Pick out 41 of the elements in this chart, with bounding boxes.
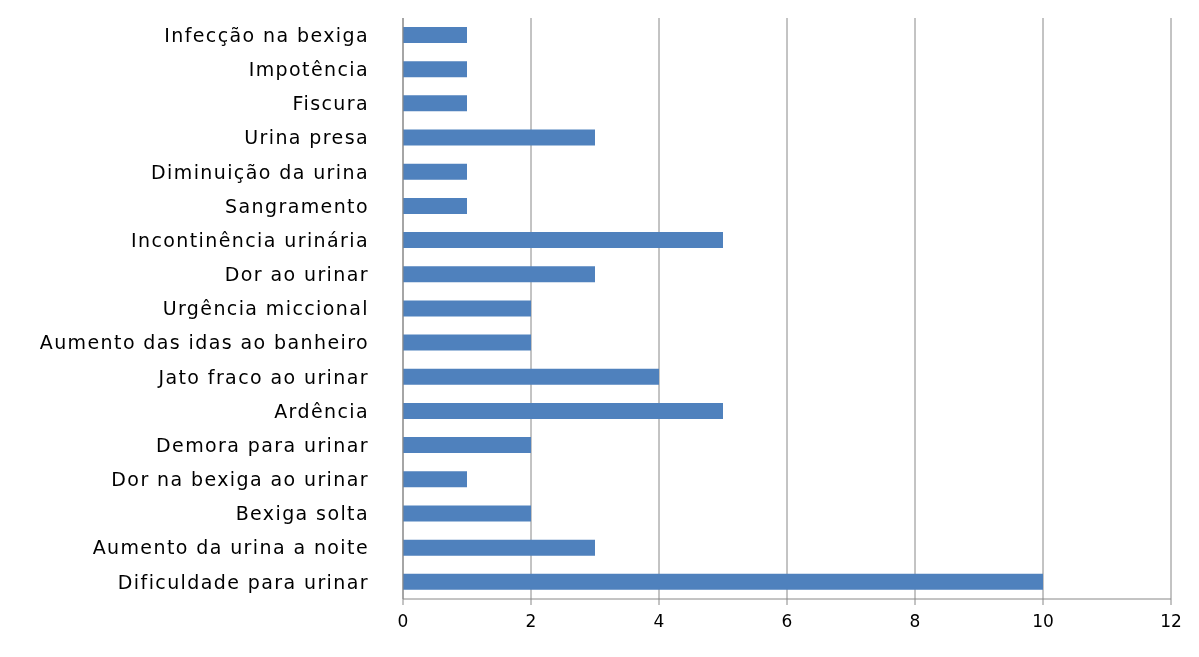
bar	[403, 61, 467, 78]
x-tick-label: 6	[781, 611, 793, 632]
bar	[403, 368, 659, 385]
bar	[403, 437, 531, 454]
y-tick-label: Bexiga solta	[235, 502, 369, 525]
x-tick-label: 0	[397, 611, 409, 632]
bar	[403, 300, 531, 317]
x-tick-label: 4	[653, 611, 665, 632]
x-tick-label: 2	[525, 611, 537, 632]
y-tick-label: Infecção na bexiga	[164, 23, 369, 46]
bar	[403, 334, 531, 351]
y-tick-label: Dor ao urinar	[224, 263, 369, 286]
bar	[403, 27, 467, 43]
y-tick-label: Aumento das idas ao banheiro	[39, 331, 369, 354]
x-tick-label: 10	[1032, 611, 1054, 632]
bar	[403, 505, 531, 522]
y-tick-label: Diminuição da urina	[151, 160, 369, 183]
y-tick-label: Urina presa	[244, 126, 369, 149]
y-tick-label: Aumento da urina a noite	[92, 536, 369, 559]
y-tick-label: Impotência	[248, 58, 369, 81]
bar	[403, 471, 467, 488]
y-tick-label: Urgência miccional	[162, 297, 369, 320]
bar	[403, 573, 1043, 590]
bar	[403, 95, 467, 112]
x-tick-label: 8	[909, 611, 921, 632]
y-tick-label: Sangramento	[225, 194, 369, 217]
y-tick-label: Dificuldade para urinar	[117, 570, 369, 593]
y-tick-label: Jato fraco ao urinar	[157, 365, 369, 388]
y-tick-label: Fiscura	[292, 92, 369, 115]
bar	[403, 539, 595, 556]
bar	[403, 197, 467, 214]
bar	[403, 232, 723, 249]
x-tick-label: 12	[1160, 611, 1182, 632]
bar	[403, 129, 595, 146]
bar	[403, 266, 595, 283]
bar	[403, 163, 467, 180]
bar	[403, 402, 723, 419]
y-tick-label: Dor na bexiga ao urinar	[111, 468, 369, 491]
y-tick-label: Ardência	[274, 399, 369, 422]
y-tick-label: Demora para urinar	[156, 433, 369, 456]
y-tick-label: Incontinência urinária	[130, 228, 369, 251]
